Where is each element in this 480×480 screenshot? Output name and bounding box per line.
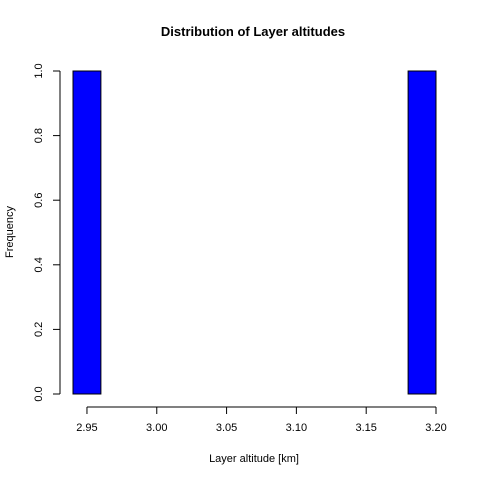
x-axis: 2.95 3.00 3.05 3.10 3.15 3.20: [76, 406, 447, 434]
x-tick-label-3: 3.10: [286, 422, 307, 434]
histogram-bar-12: [407, 70, 437, 395]
x-tick-label-1: 3.00: [146, 422, 167, 434]
y-axis: 0.0 0.2 0.4 0.6 0.8 1.0: [33, 63, 61, 402]
x-tick-label-2: 3.05: [216, 422, 237, 434]
x-axis-title: Layer altitude [km]: [209, 453, 299, 465]
histogram-bar-0: [72, 70, 102, 395]
y-tick-label-2: 0.4: [33, 257, 45, 272]
y-tick-label-5: 1.0: [33, 63, 45, 78]
y-tick-label-1: 0.2: [33, 322, 45, 337]
y-tick-label-4: 0.8: [33, 128, 45, 143]
y-tick-label-0: 0.0: [33, 386, 45, 401]
chart-title: Distribution of Layer altitudes: [161, 24, 345, 39]
y-axis-title: Frequency: [4, 206, 16, 258]
bars-group: [72, 70, 437, 395]
x-tick-label-5: 3.20: [425, 422, 446, 434]
x-tick-label-4: 3.15: [355, 422, 376, 434]
y-tick-label-3: 0.6: [33, 193, 45, 208]
x-tick-label-0: 2.95: [76, 422, 97, 434]
